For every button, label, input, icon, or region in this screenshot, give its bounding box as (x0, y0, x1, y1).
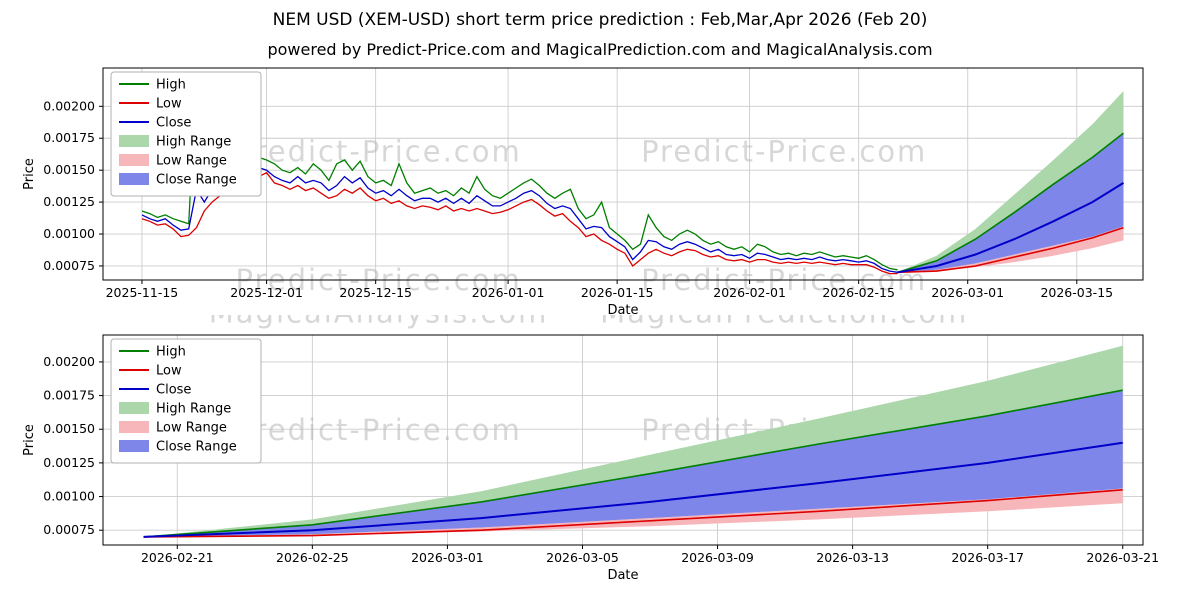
watermark-text: MagicalPrediction.com (600, 315, 968, 329)
legend-swatch-low-range (119, 154, 149, 166)
y-tick-label: 0.00100 (43, 226, 95, 241)
x-tick-label: 2026-01-01 (472, 285, 545, 300)
legend-label: Low (156, 364, 182, 379)
legend-label: High Range (156, 402, 231, 417)
x-tick-label: 2025-11-15 (106, 285, 179, 300)
figure-title: NEM USD (XEM-USD) short term price predi… (0, 10, 1200, 30)
legend: High Low Close High Range Low Range Close Ran… (111, 339, 261, 463)
y-tick-label: 0.00150 (43, 162, 95, 177)
y-tick-label: 0.00200 (43, 98, 95, 113)
x-tick-label: 2025-12-15 (339, 285, 412, 300)
y-tick-label: 0.00175 (43, 388, 95, 403)
legend-label: Close (156, 383, 191, 398)
x-tick-label: 2026-02-15 (822, 285, 895, 300)
x-tick-label: 2026-02-21 (141, 550, 214, 565)
legend-label: Low Range (156, 421, 227, 436)
x-tick-label: 2026-03-01 (411, 550, 484, 565)
legend-swatch-close-range (119, 440, 149, 452)
watermark-text: MagicalAnalysis.com (209, 315, 549, 329)
y-tick-label: 0.00200 (43, 354, 95, 369)
x-tick-label: 2026-03-13 (816, 550, 889, 565)
legend-label: Close Range (156, 173, 237, 188)
legend-label: Close (156, 116, 191, 131)
bottom-chart: MagicalAnalysis.com MagicalPrediction.com… (0, 315, 1200, 600)
y-axis-label: Price (22, 424, 37, 456)
legend-label: High (156, 78, 186, 93)
y-tick-label: 0.00075 (43, 258, 95, 273)
watermark-text: Predict-Price.com (235, 413, 521, 447)
y-tick-label: 0.00075 (43, 522, 95, 537)
top-chart-root: Predict-Price.comPredict-Price.comPredic… (22, 68, 1143, 318)
y-tick-label: 0.00125 (43, 455, 95, 470)
x-tick-label: 2026-02-25 (276, 550, 349, 565)
legend-label: High Range (156, 135, 231, 150)
x-tick-label: 2026-02-01 (713, 285, 786, 300)
x-tick-label: 2026-03-21 (1086, 550, 1159, 565)
x-tick-label: 2026-03-17 (951, 550, 1024, 565)
legend-label: Low Range (156, 154, 227, 169)
legend-swatch-high-range (119, 402, 149, 414)
legend-label: Low (156, 97, 182, 112)
watermark-text: Predict-Price.com (235, 134, 521, 168)
x-tick-label: 2026-03-05 (546, 550, 619, 565)
bottom-chart-root: MagicalAnalysis.com MagicalPrediction.com… (22, 315, 1159, 583)
x-tick-label: 2026-03-15 (1040, 285, 1113, 300)
legend-swatch-low-range (119, 421, 149, 433)
x-tick-label: 2025-12-01 (230, 285, 303, 300)
y-axis-label: Price (22, 158, 37, 190)
legend: High Low Close High Range Low Range Close Ran… (111, 72, 261, 196)
legend-swatch-close-range (119, 173, 149, 185)
legend-label: High (156, 345, 186, 360)
figure-subtitle: powered by Predict-Price.com and Magical… (0, 40, 1200, 59)
y-tick-label: 0.00175 (43, 130, 95, 145)
legend-label: Close Range (156, 440, 237, 455)
x-axis-label: Date (607, 568, 638, 583)
top-chart: Predict-Price.comPredict-Price.comPredic… (0, 60, 1200, 318)
watermark-text: Predict-Price.com (641, 134, 927, 168)
x-tick-label: 2026-03-09 (681, 550, 754, 565)
x-tick-label: 2026-01-15 (581, 285, 654, 300)
legend-swatch-high-range (119, 135, 149, 147)
y-tick-label: 0.00150 (43, 421, 95, 436)
page: { "title": "NEM USD (XEM-USD) short term… (0, 0, 1200, 600)
y-tick-label: 0.00100 (43, 489, 95, 504)
x-tick-label: 2026-03-01 (931, 285, 1004, 300)
y-tick-label: 0.00125 (43, 194, 95, 209)
